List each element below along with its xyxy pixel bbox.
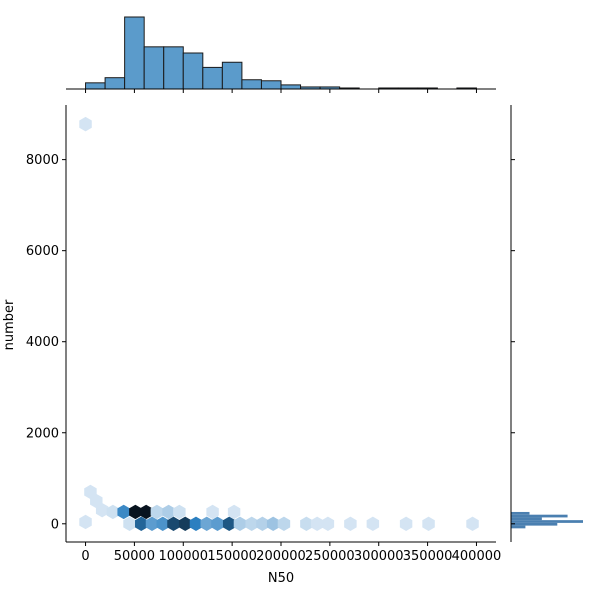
top-histogram-bar — [143, 46, 165, 90]
y-tick-label: 0 — [51, 517, 59, 532]
hexbin-cell — [117, 504, 130, 520]
hexbin-cell — [466, 516, 479, 531]
right-histogram-bar — [511, 520, 583, 523]
top-histogram-bar — [182, 52, 204, 90]
main-hexbin-panel: 0 50000 100000 150000 200000 250000 300000 3500… — [26, 105, 501, 564]
x-tick-label: 200000 — [256, 549, 306, 564]
right-histogram-bar — [511, 522, 558, 526]
hexbin-cell — [156, 516, 169, 531]
x-axis-label: N50 — [268, 571, 294, 586]
right-histogram-bar — [511, 525, 526, 529]
x-tick-label: 100000 — [158, 549, 208, 564]
hexbin-cell — [139, 504, 153, 520]
hexbin-cell — [106, 504, 120, 520]
hexbin-cell — [200, 516, 213, 531]
hexbin-cell — [266, 516, 280, 531]
hexbin-cell — [189, 516, 203, 531]
hexbin-cell — [123, 516, 136, 531]
hexbin-cell — [366, 516, 380, 531]
top-marginal-histogram — [66, 16, 496, 93]
hexbin-cell — [422, 516, 435, 531]
hexbin-cell — [211, 516, 224, 531]
x-tick-label: 50000 — [114, 549, 155, 564]
top-histogram-bar — [280, 84, 302, 90]
hexbin-cell — [233, 516, 247, 531]
right-histogram-bar — [511, 517, 542, 521]
y-tick-label: 2000 — [26, 426, 59, 441]
y-tick-label: 4000 — [26, 335, 59, 350]
top-histogram-bar — [163, 46, 184, 90]
hexbin-cell — [135, 516, 148, 531]
top-histogram-bar — [221, 61, 243, 90]
y-tick-label: 8000 — [26, 153, 59, 168]
x-tick-label: 150000 — [207, 549, 257, 564]
right-marginal-histogram — [510, 105, 583, 542]
hexbin-cell — [344, 516, 357, 531]
hexbin-cell — [310, 516, 324, 531]
hexbin-cell — [245, 516, 258, 531]
top-histogram-bar — [241, 79, 262, 90]
y-tick-label: 6000 — [26, 244, 59, 259]
hexbin-cell — [167, 516, 180, 531]
top-histogram-bar — [104, 77, 126, 90]
hexbin-cell — [79, 116, 92, 132]
hexbin-cell — [222, 516, 236, 531]
hexbin-cell — [150, 504, 164, 520]
hexbin-cell — [399, 516, 413, 531]
hexbin-cell — [300, 516, 313, 531]
x-tick-label: 300000 — [354, 549, 404, 564]
hexbin-cell — [321, 516, 335, 531]
y-axis-label: number — [2, 299, 17, 350]
hexbin-cell — [79, 514, 92, 530]
hexbin-cell — [178, 516, 192, 531]
hexbin-cell — [227, 504, 241, 520]
hexbin-cell — [256, 516, 269, 531]
top-histogram-bar — [124, 16, 145, 90]
hexbin-cell — [173, 504, 186, 520]
hexbin-cell — [145, 516, 159, 531]
hexbin-cell — [162, 504, 175, 520]
hexbin-cell — [206, 504, 219, 520]
x-tick-label: 250000 — [305, 549, 355, 564]
right-histogram-bar — [511, 511, 530, 515]
hexbin-cell — [95, 502, 109, 518]
x-tick-label: 350000 — [403, 549, 453, 564]
hexbin-cell — [277, 516, 291, 531]
x-tick-label: 0 — [81, 549, 89, 564]
hexbin-cell — [129, 504, 142, 520]
top-histogram-bar — [202, 66, 223, 90]
x-tick-label: 400000 — [452, 549, 502, 564]
top-histogram-bar — [85, 82, 106, 90]
right-histogram-bar — [511, 514, 568, 518]
top-histogram-bar — [260, 80, 282, 90]
